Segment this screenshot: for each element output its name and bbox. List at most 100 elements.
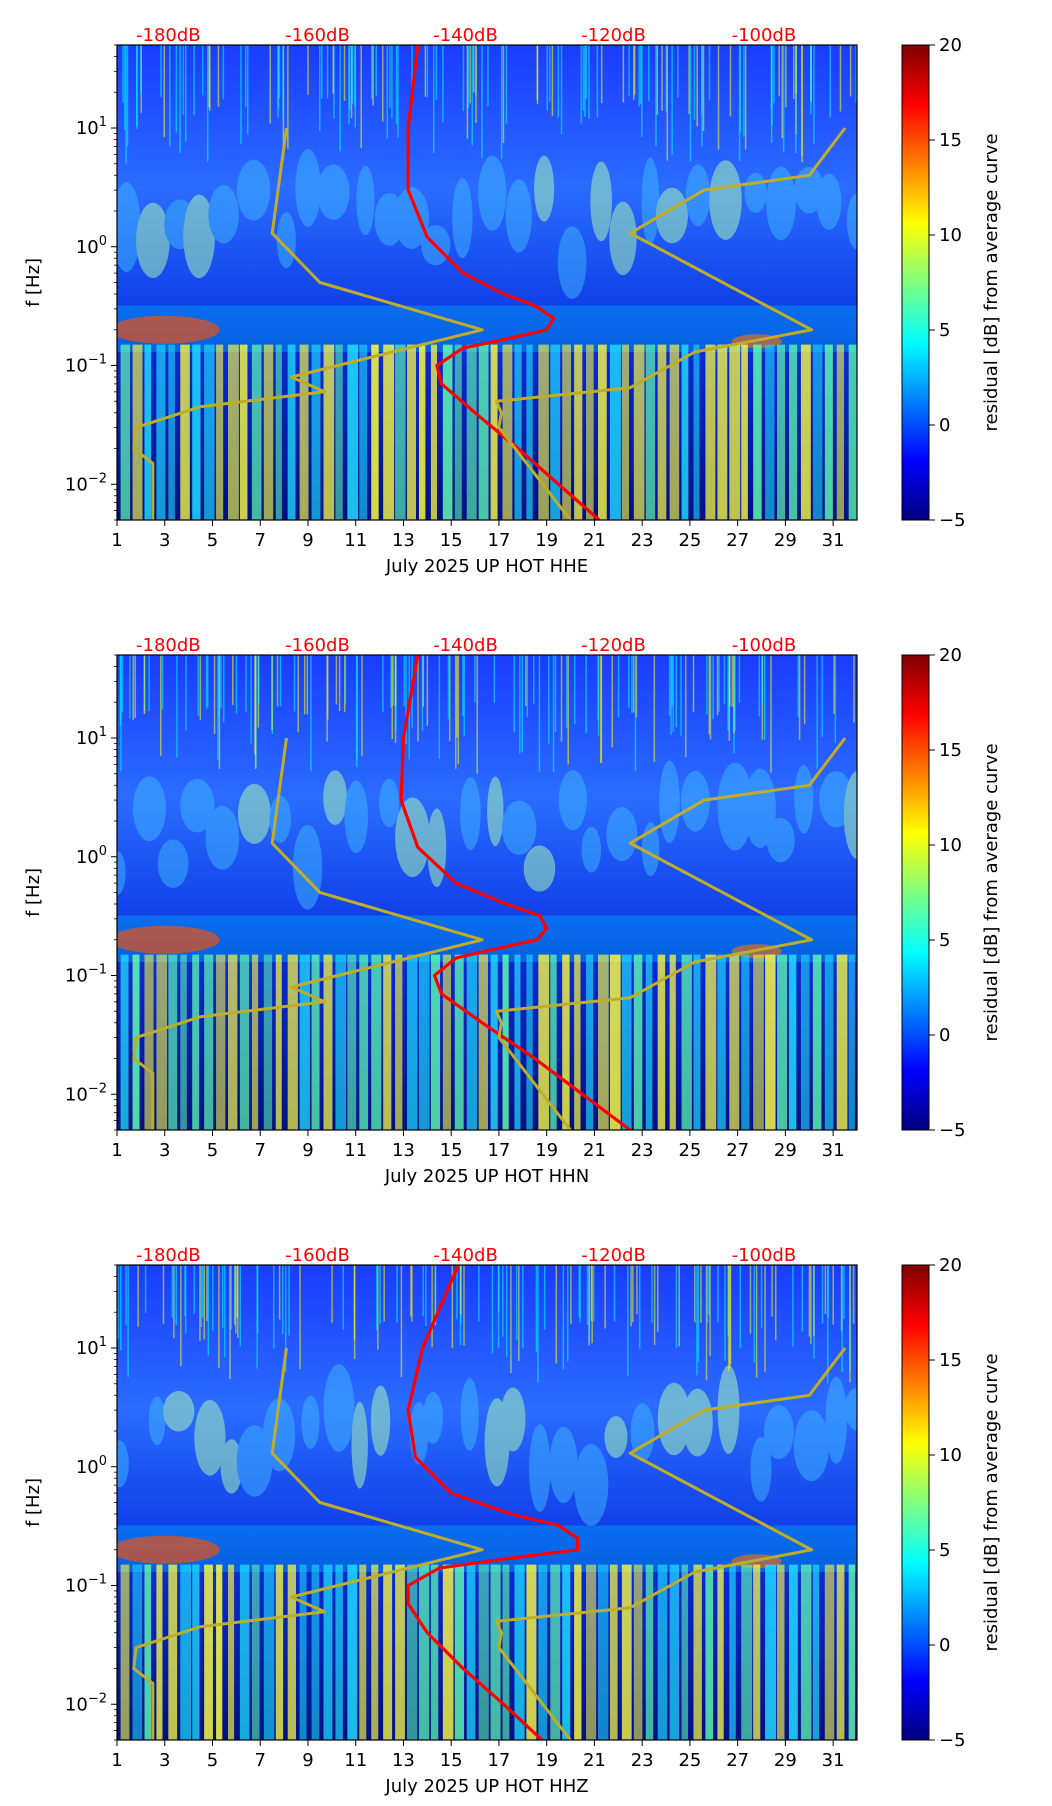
plot-area <box>117 1265 857 1740</box>
stripe <box>228 1564 235 1740</box>
streak <box>727 655 729 731</box>
streak <box>580 45 583 124</box>
streak <box>588 1265 591 1340</box>
streak <box>271 655 273 731</box>
streak <box>729 1265 731 1369</box>
colorbar-gradient <box>901 654 930 1131</box>
streak <box>591 1265 593 1344</box>
streak <box>332 45 334 94</box>
spectral-blob <box>816 173 842 230</box>
streak <box>705 655 708 715</box>
stripe <box>216 344 224 520</box>
streak <box>343 45 346 101</box>
stripe <box>502 1564 510 1740</box>
stripe <box>263 954 273 1130</box>
streak <box>692 655 695 713</box>
streak <box>641 45 643 138</box>
streak <box>560 655 563 742</box>
streak <box>175 45 178 133</box>
stripe <box>562 1564 571 1740</box>
x-tick-label: 7 <box>254 530 265 551</box>
spectral-blob <box>478 155 507 231</box>
streak <box>631 655 633 713</box>
stripe <box>657 1564 668 1740</box>
streak <box>565 655 568 729</box>
streak <box>537 1265 539 1383</box>
spectral-blob <box>180 778 215 833</box>
stripe <box>765 954 776 1130</box>
streak <box>392 655 394 706</box>
streak <box>513 655 515 733</box>
stripe <box>633 954 643 1130</box>
y-tick-label: 10−2 <box>65 1691 107 1715</box>
streak <box>193 45 195 116</box>
stripe <box>418 344 426 520</box>
stripe <box>180 954 187 1130</box>
streak <box>221 1265 224 1329</box>
streak <box>232 655 234 705</box>
db-scale-label: -180dB <box>136 1245 201 1266</box>
stripe <box>753 954 764 1130</box>
streak <box>678 1265 680 1347</box>
streak <box>383 1265 385 1322</box>
streak <box>184 1265 186 1317</box>
spectral-blob <box>194 1399 226 1476</box>
streak <box>356 655 358 760</box>
spectral-blob <box>379 778 400 828</box>
spectral-blob <box>208 185 239 244</box>
spectral-blob <box>351 1401 368 1489</box>
streak <box>235 655 238 714</box>
x-axis: 1 3 5 7 9 11 13 15 17 19 21 23 25 27 29 31 <box>111 1130 845 1161</box>
streak <box>613 1265 616 1322</box>
streak <box>491 1265 494 1354</box>
streak <box>410 1265 412 1317</box>
stripe <box>848 344 857 520</box>
streak <box>372 45 374 106</box>
stripe <box>645 954 653 1130</box>
stripe <box>251 1564 260 1740</box>
stripe <box>729 1564 736 1740</box>
streak <box>472 45 475 93</box>
spectral-blob <box>487 776 504 847</box>
streak <box>426 655 429 726</box>
stripe <box>621 954 632 1130</box>
spectral-blob <box>717 1365 740 1454</box>
streak <box>422 1265 424 1316</box>
stripe <box>251 954 259 1130</box>
stripe <box>430 1564 439 1740</box>
stripe <box>478 1564 489 1740</box>
streak <box>197 655 200 716</box>
stripe <box>454 1564 465 1740</box>
series-line-nhnm <box>495 127 847 520</box>
db-scale: -180dB -160dB -140dB -120dB -100dB <box>136 1245 796 1266</box>
db-scale-label: -160dB <box>285 1245 350 1266</box>
stripe <box>299 1564 307 1740</box>
y-tick-label: 10−1 <box>65 1573 107 1597</box>
x-tick-label: 1 <box>111 1140 122 1161</box>
y-tick-label: 101 <box>76 725 107 749</box>
series-line-average-psd <box>406 1265 580 1740</box>
streak <box>386 45 389 139</box>
streak <box>709 1265 711 1357</box>
streak <box>729 655 731 707</box>
stripe <box>657 344 667 520</box>
y-tick-base: 10 <box>65 356 88 377</box>
stripe <box>681 344 689 520</box>
streak <box>351 45 354 104</box>
y-tick-label: 10−2 <box>65 471 107 495</box>
streak <box>738 655 741 703</box>
streak <box>310 655 312 772</box>
y-tick-base: 10 <box>76 847 99 868</box>
y-tick-label: 101 <box>76 1335 107 1359</box>
streak <box>377 1265 379 1350</box>
streak <box>693 45 696 120</box>
streak <box>579 1265 581 1323</box>
x-tick-label: 21 <box>583 1750 606 1771</box>
streak <box>390 655 392 708</box>
stripe <box>741 954 750 1130</box>
streak <box>132 655 134 720</box>
stripe <box>132 1564 143 1740</box>
streak <box>360 45 362 149</box>
